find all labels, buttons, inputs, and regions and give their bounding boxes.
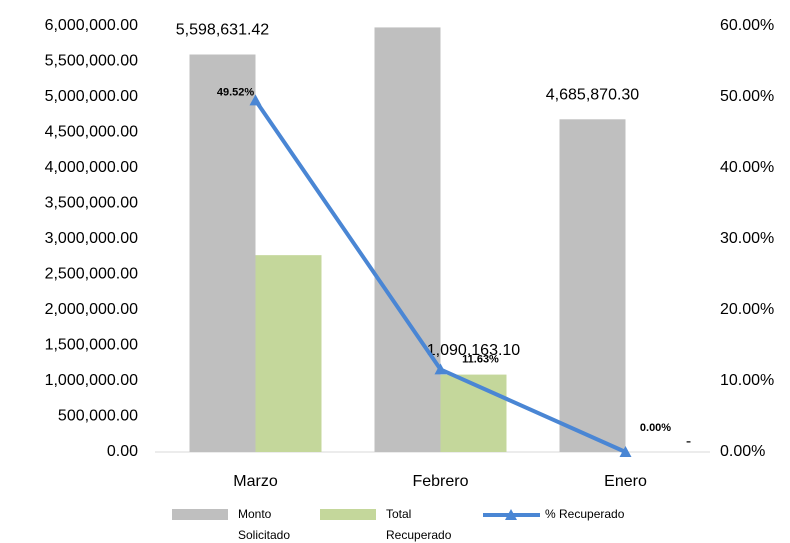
bar <box>255 255 322 452</box>
legend-marker <box>505 509 517 520</box>
bar <box>559 119 626 452</box>
data-label: 11.63% <box>462 353 499 365</box>
marker <box>619 446 632 457</box>
y2-tick-label: 30.00% <box>720 230 774 247</box>
y-tick-label: 5,000,000.00 <box>45 88 139 105</box>
y-tick-label: 4,000,000.00 <box>45 159 139 176</box>
x-tick-label: Enero <box>604 473 647 490</box>
data-label: 0.00% <box>640 422 671 434</box>
bar <box>189 54 256 453</box>
y-tick-label: 3,500,000.00 <box>45 195 139 212</box>
legend-swatch <box>172 509 228 520</box>
x-tick-label: Febrero <box>412 473 468 490</box>
data-label: 49.52% <box>217 86 255 98</box>
y-tick-label: 500,000.00 <box>58 408 138 425</box>
y-tick-label: 3,000,000.00 <box>45 230 139 247</box>
y2-tick-label: 10.00% <box>720 372 774 389</box>
y2-tick-label: 60.00% <box>720 17 774 34</box>
legend-swatch <box>320 509 376 520</box>
y2-tick-label: 40.00% <box>720 159 774 176</box>
data-label: - <box>686 433 691 450</box>
y-tick-label: 1,500,000.00 <box>45 337 139 354</box>
y-tick-label: 5,500,000.00 <box>45 53 139 70</box>
y-tick-label: 0.00 <box>107 443 138 460</box>
y2-tick-label: 0.00% <box>720 443 765 460</box>
y-tick-label: 4,500,000.00 <box>45 124 139 141</box>
bar <box>374 27 441 452</box>
bar <box>440 374 507 452</box>
marker <box>249 94 262 106</box>
y-tick-label: 6,000,000.00 <box>45 17 139 34</box>
legend-label: Monto Solicitado <box>238 507 290 542</box>
y-tick-label: 2,500,000.00 <box>45 266 139 283</box>
y-tick-label: 2,000,000.00 <box>45 301 139 318</box>
y-tick-label: 1,000,000.00 <box>45 372 139 389</box>
legend-label: Total Recuperado <box>386 507 452 542</box>
y2-tick-label: 50.00% <box>720 88 774 105</box>
data-label: 4,685,870.30 <box>546 87 640 104</box>
y2-tick-label: 20.00% <box>720 301 774 318</box>
x-tick-label: Marzo <box>233 473 278 490</box>
data-label: 1,090,163.10 <box>427 342 521 359</box>
marker <box>434 363 447 375</box>
legend-label: % Recuperado <box>545 507 625 521</box>
data-label: 5,598,631.42 <box>176 22 270 39</box>
